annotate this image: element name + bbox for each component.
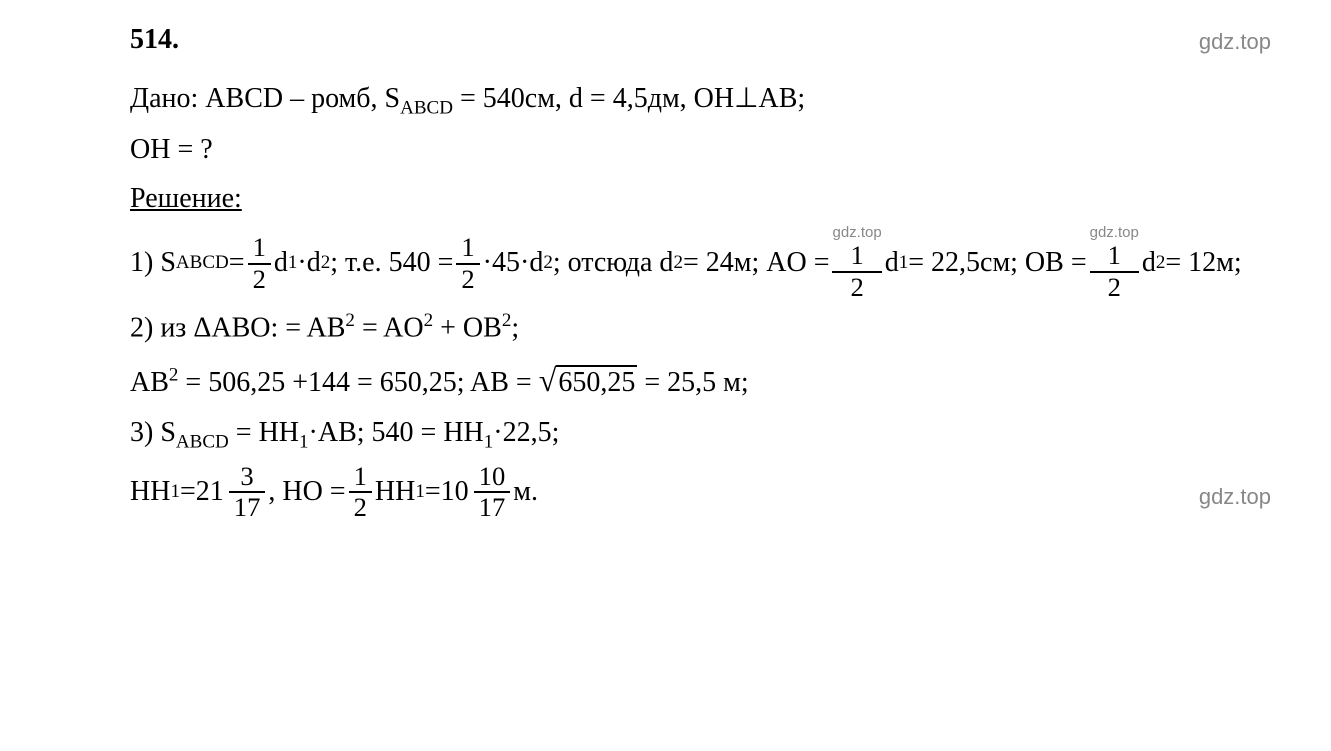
- given-line-1: Дано: ABCD – ромб, SABCD = 540см, d = 4,…: [130, 77, 1291, 124]
- watermark-top: gdz.top: [1199, 24, 1271, 59]
- step-text: = 12м;: [1165, 241, 1241, 286]
- problem-number: 514.: [130, 18, 1291, 63]
- fraction-with-watermark: gdz.top 1 2: [832, 225, 881, 302]
- document-container: gdz.top 514. Дано: ABCD – ромб, SABCD = …: [0, 0, 1331, 544]
- step-text: 1) S: [130, 241, 176, 286]
- whole-number: 10: [441, 470, 469, 515]
- given-text: AB;: [759, 83, 806, 114]
- step-text: d: [274, 241, 288, 286]
- denominator: 2: [349, 493, 372, 522]
- step-text: AO =: [766, 241, 829, 286]
- numerator: 1: [248, 233, 271, 264]
- step-text: = 25,5 м;: [637, 367, 748, 398]
- solution-label: Решение:: [130, 177, 1291, 222]
- watermark-bottom: gdz.top: [1199, 479, 1271, 514]
- fraction: 1 2: [248, 233, 271, 294]
- step-text: ;: [511, 312, 519, 343]
- numerator: 1: [832, 241, 881, 272]
- square-root: 650,25: [539, 355, 638, 407]
- step-text: d: [885, 241, 899, 286]
- step-text: ; отсюда d: [553, 241, 674, 286]
- step-text: AB: [130, 367, 169, 398]
- subscript: 2: [543, 248, 553, 278]
- numerator: 1: [1090, 241, 1139, 272]
- subscript: 1: [288, 248, 298, 278]
- mixed-fraction: 21 3 17: [196, 462, 269, 523]
- subscript-abcd: ABCD: [400, 97, 453, 118]
- step-1-line-2: AO = gdz.top 1 2 d1 = 22,5см; OB = gdz.t…: [766, 225, 1241, 302]
- perpendicular-symbol: ⊥: [734, 83, 758, 114]
- given-text: = 540см, d = 4,5дм, OH: [453, 83, 734, 114]
- denominator: 2: [832, 273, 881, 302]
- step-text: ·AB; 540 = HH: [309, 417, 484, 448]
- step-text: , HO =: [268, 470, 345, 515]
- step-text: = HH: [229, 417, 299, 448]
- fraction-with-watermark: gdz.top 1 2: [1090, 225, 1139, 302]
- step-text: ·45·d: [483, 241, 544, 286]
- step-text: HH: [375, 470, 415, 515]
- numerator: 3: [229, 462, 266, 493]
- fraction: 3 17: [229, 462, 266, 523]
- step-text: + OB: [433, 312, 502, 343]
- step-text: ·d: [297, 241, 320, 286]
- step-text: d: [1142, 241, 1156, 286]
- step-text: = 506,25 +144 = 650,25; AB =: [178, 367, 538, 398]
- step-text: м.: [513, 470, 538, 515]
- step-text: = 22,5см; OB =: [908, 241, 1086, 286]
- superscript: 2: [424, 310, 434, 331]
- step-2-line-1: 2) из ΔABO: = AB2 = AO2 + OB2;: [130, 306, 1291, 351]
- whole-number: 21: [196, 470, 224, 515]
- step-text: =: [425, 470, 441, 515]
- subscript: 2: [321, 248, 331, 278]
- solution-heading: Решение:: [130, 183, 242, 214]
- superscript: 2: [502, 310, 512, 331]
- fraction: 10 17: [474, 462, 511, 523]
- step-text: = 24м;: [683, 241, 759, 286]
- subscript: 1: [299, 431, 309, 452]
- step-1-line-1: 1) SABCD = 1 2 d1·d2; т.е. 540 = 1 2 ·45…: [130, 233, 759, 294]
- given-line-2: OH = ?: [130, 128, 1291, 173]
- step-text: 3) S: [130, 417, 176, 448]
- step-2-line-2: AB2 = 506,25 +144 = 650,25; AB = 650,25 …: [130, 355, 1291, 407]
- superscript: 2: [169, 365, 179, 386]
- fraction: 1 2: [349, 462, 372, 523]
- fraction: 1 2: [456, 233, 479, 294]
- subscript: 1: [415, 477, 425, 507]
- subscript: 2: [1156, 248, 1166, 278]
- watermark-mid: gdz.top: [1090, 225, 1139, 240]
- numerator: 1: [456, 233, 479, 264]
- denominator: 2: [456, 265, 479, 294]
- step-3-line-1: 3) SABCD = HH1·AB; 540 = HH1·22,5;: [130, 411, 1291, 458]
- mixed-fraction: 10 10 17: [441, 462, 514, 523]
- denominator: 2: [248, 265, 271, 294]
- subscript: 1: [170, 477, 180, 507]
- step-text: ·22,5;: [493, 417, 559, 448]
- numerator: 1: [349, 462, 372, 493]
- step-text: = AO: [355, 312, 424, 343]
- subscript: 1: [899, 248, 909, 278]
- watermark-mid: gdz.top: [832, 225, 881, 240]
- given-question: OH = ?: [130, 134, 213, 165]
- step-text: HH: [130, 470, 170, 515]
- numerator: 10: [474, 462, 511, 493]
- denominator: 17: [229, 493, 266, 522]
- superscript: 2: [345, 310, 355, 331]
- step-text: 2) из ΔABO: = AB: [130, 312, 345, 343]
- denominator: 2: [1090, 273, 1139, 302]
- denominator: 17: [474, 493, 511, 522]
- step-text: ; т.е. 540 =: [330, 241, 453, 286]
- radicand: 650,25: [556, 365, 637, 398]
- subscript: 1: [484, 431, 494, 452]
- step-text: =: [180, 470, 196, 515]
- subscript: 2: [673, 248, 683, 278]
- subscript: ABCD: [176, 248, 229, 278]
- given-text: Дано: ABCD – ромб, S: [130, 83, 400, 114]
- subscript: ABCD: [176, 431, 229, 452]
- step-text: =: [229, 241, 245, 286]
- step-3-line-2: HH1 = 21 3 17 , HO = 1 2 HH1 = 10 10 17 …: [130, 462, 538, 523]
